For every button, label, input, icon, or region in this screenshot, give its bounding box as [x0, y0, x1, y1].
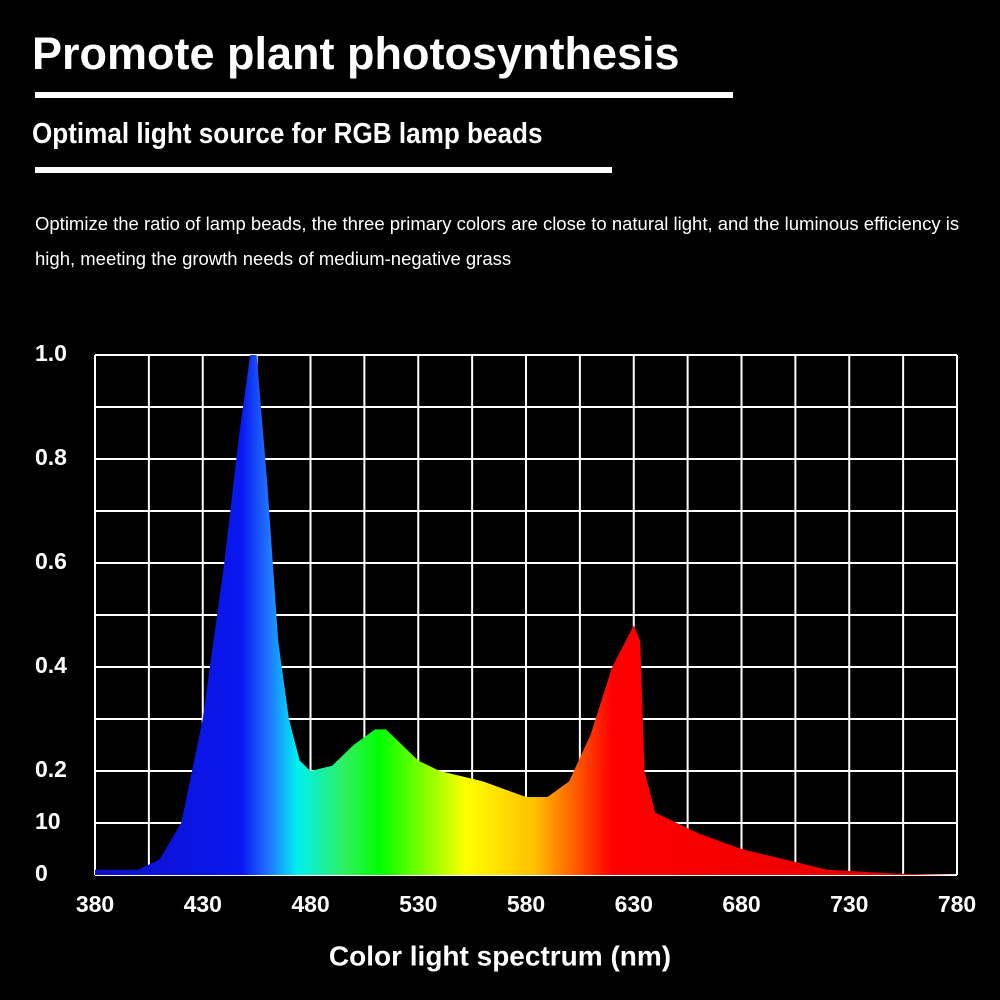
description: Optimize the ratio of lamp beads, the th…: [35, 213, 960, 269]
y-tick-label: 1.0: [35, 340, 67, 366]
x-tick-label: 730: [830, 891, 868, 917]
spectrum-area: [95, 355, 957, 875]
y-tick-label: 10: [35, 808, 61, 834]
x-tick-label: 630: [615, 891, 653, 917]
x-tick-label: 680: [722, 891, 760, 917]
x-axis-label: Color light spectrum (nm): [329, 940, 671, 971]
x-tick-label: 530: [399, 891, 437, 917]
y-tick-label: 0.2: [35, 756, 67, 782]
x-tick-label: 430: [184, 891, 222, 917]
y-tick-label: 0.4: [35, 652, 67, 678]
x-tick-label: 480: [291, 891, 329, 917]
y-tick-label: 0.8: [35, 444, 67, 470]
title: Promote plant photosynthesis: [32, 28, 680, 79]
subtitle-underline: [35, 167, 612, 173]
x-tick-label: 780: [938, 891, 976, 917]
y-tick-label: 0.6: [35, 548, 67, 574]
subtitle: Optimal light source for RGB lamp beads: [32, 118, 543, 150]
x-tick-label: 580: [507, 891, 545, 917]
y-tick-label: 0: [35, 860, 48, 886]
title-underline: [35, 92, 733, 98]
x-tick-label: 380: [76, 891, 114, 917]
